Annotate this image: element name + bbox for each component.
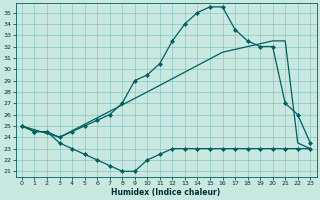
X-axis label: Humidex (Indice chaleur): Humidex (Indice chaleur) — [111, 188, 221, 197]
